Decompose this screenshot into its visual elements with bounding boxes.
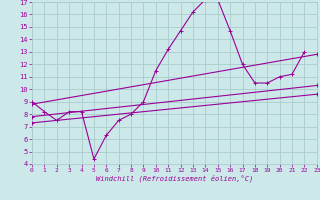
X-axis label: Windchill (Refroidissement éolien,°C): Windchill (Refroidissement éolien,°C) <box>96 175 253 182</box>
